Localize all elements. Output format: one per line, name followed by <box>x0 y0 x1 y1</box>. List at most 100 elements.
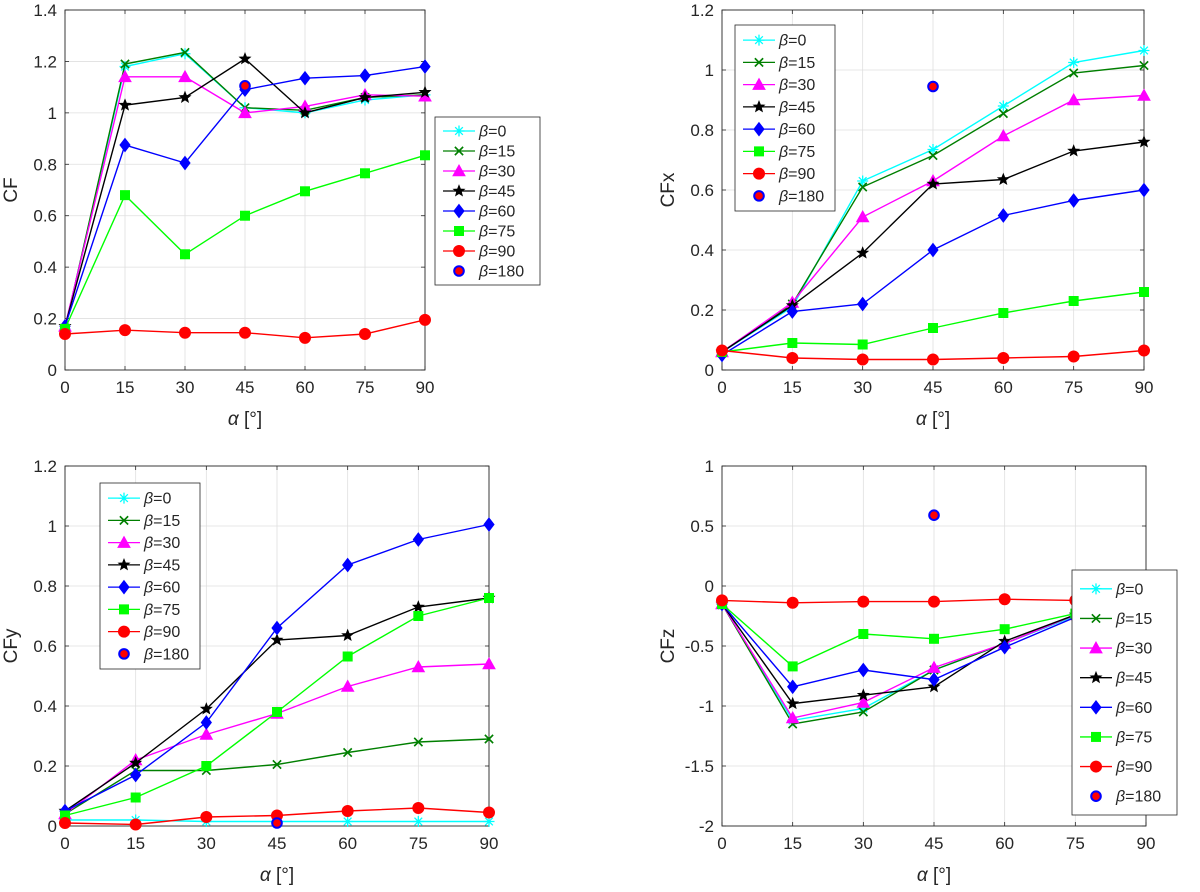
cfx-legend-label-b30: β=30 <box>778 77 815 94</box>
cfx-point-b90 <box>1138 344 1150 357</box>
cfz-legend-marker-b30 <box>1089 641 1103 654</box>
cfx-point-b75 <box>1068 296 1079 306</box>
cfx-point-b90 <box>1067 350 1080 363</box>
cf-point-b90 <box>299 331 311 344</box>
cfx-ytick-label: 0.6 <box>690 181 714 200</box>
cfx-point-b90 <box>716 344 728 357</box>
cfz-legend-label-b45: β=45 <box>1115 670 1152 687</box>
cfy-legend-box <box>99 482 201 670</box>
cfz-point-b60 <box>787 679 799 695</box>
cfx-point-b15 <box>928 150 938 161</box>
cf-point-b60 <box>419 59 431 74</box>
cfz-ytick-label: -0.5 <box>685 637 714 656</box>
cf-point-b60 <box>179 155 191 171</box>
cfy-legend-label-b180: β=180 <box>143 646 189 663</box>
cfy-point-b45 <box>270 633 284 646</box>
cfx-point-b0 <box>1138 45 1150 56</box>
cfz-point-b90 <box>928 595 940 608</box>
cfz-ytick-label: 0 <box>705 577 714 596</box>
cfx-legend: β=0 β=15 β=30 β=45 β=60 β=75 β=90 β=180 <box>734 24 836 212</box>
cfy-legend-marker-b60 <box>118 579 130 595</box>
cfx-point-b75 <box>928 323 938 333</box>
cfx-xtick-label: 90 <box>1135 378 1154 397</box>
cf-legend-marker-b15 <box>454 146 464 156</box>
cfy-xtick-label: 45 <box>268 834 287 853</box>
cfz-legend-marker-b90 <box>1090 760 1102 773</box>
cfy-point-b0 <box>412 816 424 827</box>
cfz-ytick-label: -1.5 <box>685 757 714 776</box>
cfz-legend-label-b0: β=0 <box>1115 581 1143 598</box>
cfx-point-b180 <box>927 80 939 93</box>
cfy-legend-marker-b30 <box>117 535 131 548</box>
cfz-point-b45 <box>786 696 800 710</box>
cfx-legend-marker-b90 <box>753 167 765 180</box>
cfx-point-b45 <box>996 172 1010 186</box>
cfy-point-b90 <box>412 802 425 814</box>
cfz-legend-label-b75: β=75 <box>1115 729 1152 746</box>
cf-xtick-label: 60 <box>296 378 315 397</box>
cfy-point-b45 <box>199 702 213 715</box>
cfy-point-b60 <box>483 517 495 532</box>
cfz-legend-box <box>1071 569 1178 816</box>
cfy-xtick-label: 15 <box>126 834 145 853</box>
cfz-point-b75 <box>999 624 1010 635</box>
cfy-legend-label-b60: β=60 <box>143 580 180 597</box>
cfy-point-b15 <box>272 759 282 770</box>
cfx-ytick-label: 0.4 <box>690 241 714 260</box>
cfx-legend-marker-b30 <box>752 77 766 90</box>
cfz-xtick-label: 60 <box>995 834 1014 853</box>
cf-point-b15 <box>120 59 130 69</box>
cfx-ytick-label: 1.2 <box>690 1 714 20</box>
cfy-legend-label-b30: β=30 <box>143 535 180 552</box>
cf-point-b75 <box>420 150 430 161</box>
cf-point-b45 <box>178 90 192 103</box>
cfy-ytick-label: 1.2 <box>33 457 57 476</box>
cf-point-b60 <box>119 137 131 153</box>
cfy-point-b0 <box>483 816 495 827</box>
cfy-legend-marker-b45 <box>117 558 131 571</box>
cf-point-b45 <box>298 106 312 119</box>
cfy-ytick-label: 0.6 <box>33 637 57 656</box>
cfz-point-b90 <box>857 595 870 608</box>
cfz-ytick-label: -1 <box>699 697 714 716</box>
cfz-legend-marker-b60 <box>1090 699 1102 715</box>
cfx-ylabel: CFx <box>658 172 679 207</box>
cfy-point-b90 <box>341 805 354 817</box>
cfz-legend-marker-b180 <box>1090 790 1102 802</box>
cfz-point-b90 <box>998 593 1011 606</box>
cfx-xtick-label: 30 <box>853 378 872 397</box>
cfz-point-b0 <box>857 702 869 714</box>
cf-ylabel: CF <box>1 177 22 202</box>
cfx-legend-marker-b60 <box>753 121 765 137</box>
cfx-series <box>715 45 1151 366</box>
cf-point-b60 <box>299 70 311 86</box>
cfy-series-b90 <box>59 802 495 831</box>
cfy-point-b60 <box>412 532 424 547</box>
cfy-ytick-label: 1 <box>48 517 57 536</box>
cf-point-b90 <box>119 324 131 337</box>
cf-xtick-label: 90 <box>416 378 435 397</box>
cfz-xtick-label: 0 <box>717 834 726 853</box>
cfz-ytick-label: 0.5 <box>690 517 714 536</box>
cfz-xtick-label: 90 <box>1137 834 1156 853</box>
cf-point-b90 <box>59 328 71 340</box>
cf-xlabel: α [°] <box>228 409 262 430</box>
cfy-legend-marker-b180 <box>118 648 130 660</box>
cfy-point-b30 <box>340 679 355 692</box>
cfx-legend-label-b15: β=15 <box>778 55 815 72</box>
cfx-xlabel: α [°] <box>916 409 950 430</box>
cf-series <box>58 47 432 344</box>
cfx-point-b30 <box>996 128 1011 142</box>
cfx-point-b60 <box>786 304 798 319</box>
cf-xtick-label: 15 <box>116 378 135 397</box>
cfx-ytick-label: 1 <box>705 61 714 80</box>
cfz-xtick-label: 30 <box>854 834 873 853</box>
cfy-legend-label-b75: β=75 <box>143 602 180 619</box>
cfy-legend-label-b15: β=15 <box>143 513 180 530</box>
cfx-legend-label-b0: β=0 <box>778 33 806 50</box>
cfx-point-b45 <box>856 246 870 259</box>
cfy-xtick-label: 0 <box>60 834 69 853</box>
cf-point-b90 <box>419 313 431 326</box>
cfy-series-b180 <box>271 817 283 829</box>
